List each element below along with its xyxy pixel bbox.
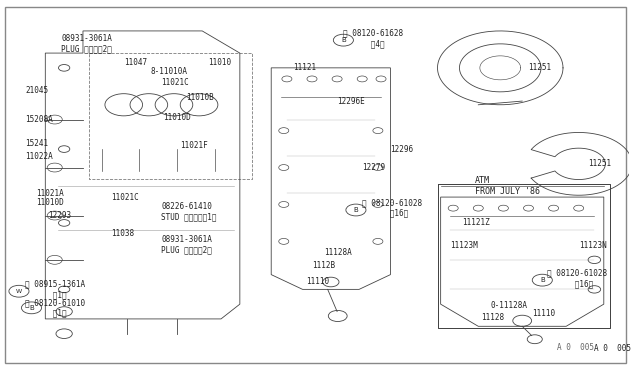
Text: 0-11128A: 0-11128A [491, 301, 528, 311]
Text: Ⓑ 08120-61028
      （16）: Ⓑ 08120-61028 （16） [362, 198, 422, 218]
Text: 8-11010A: 8-11010A [151, 67, 188, 76]
Text: B: B [341, 37, 346, 43]
Text: 11021C: 11021C [161, 78, 189, 87]
Text: 11128: 11128 [481, 312, 504, 321]
Text: 12296: 12296 [390, 145, 413, 154]
Text: 11021A: 11021A [36, 189, 63, 198]
Text: A 0  005: A 0 005 [557, 343, 595, 352]
Text: ATM
FROM JULY '86: ATM FROM JULY '86 [475, 176, 540, 196]
Text: B: B [540, 277, 545, 283]
Text: 11038: 11038 [111, 230, 134, 238]
Text: 15241: 15241 [25, 139, 49, 148]
Text: 11110: 11110 [306, 278, 329, 286]
Text: 11047: 11047 [124, 58, 147, 67]
Text: 11121: 11121 [293, 63, 316, 72]
Text: 12279: 12279 [362, 163, 385, 172]
Text: 21045: 21045 [25, 86, 49, 94]
Text: 11021F: 11021F [180, 141, 208, 150]
Text: 11022A: 11022A [25, 152, 53, 161]
Text: A 0  005: A 0 005 [595, 344, 632, 353]
Text: 11010B: 11010B [186, 93, 214, 102]
Text: 08931-3061A
PLUG プラグ（2）: 08931-3061A PLUG プラグ（2） [61, 34, 112, 54]
Text: 08226-61410
STUD スタッド（1）: 08226-61410 STUD スタッド（1） [161, 202, 217, 222]
Text: 12296E: 12296E [337, 97, 365, 106]
Text: 11010: 11010 [209, 58, 232, 67]
Text: 11251: 11251 [588, 159, 611, 169]
Text: B: B [353, 207, 358, 213]
Text: 12293: 12293 [49, 211, 72, 220]
Text: 08931-3061A
PLUG プラグ（2）: 08931-3061A PLUG プラグ（2） [161, 235, 212, 255]
Text: B: B [29, 305, 34, 311]
Text: 11123M: 11123M [450, 241, 478, 250]
Text: 11251: 11251 [529, 63, 552, 72]
Text: Ⓑ 08120-61028
      （16）: Ⓑ 08120-61028 （16） [547, 269, 607, 288]
Text: 11021C: 11021C [111, 193, 139, 202]
Text: 11121Z: 11121Z [463, 218, 490, 227]
Text: Ⓑ 08120-61010
      （1）: Ⓑ 08120-61010 （1） [25, 298, 85, 318]
Text: Ⓑ 08120-61628
      （4）: Ⓑ 08120-61628 （4） [344, 29, 403, 48]
Text: W: W [16, 289, 22, 294]
Text: 1112B: 1112B [312, 261, 335, 270]
Text: 11010D: 11010D [36, 198, 63, 207]
Text: 11123N: 11123N [579, 241, 607, 250]
Text: 15208A: 15208A [25, 115, 53, 124]
Text: ⓗ 08915-1361A
      （1）: ⓗ 08915-1361A （1） [25, 280, 85, 299]
Text: 11128A: 11128A [324, 248, 352, 257]
Text: 11110: 11110 [532, 309, 555, 318]
Text: 11010D: 11010D [163, 113, 191, 122]
